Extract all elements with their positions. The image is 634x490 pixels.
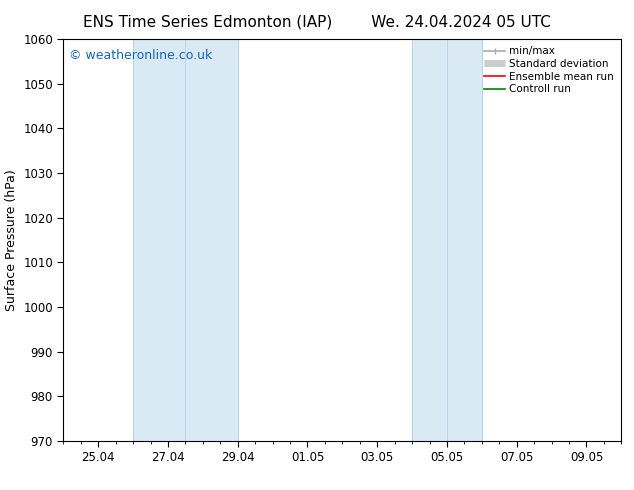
Text: © weatheronline.co.uk: © weatheronline.co.uk bbox=[69, 49, 212, 62]
Text: ENS Time Series Edmonton (IAP)        We. 24.04.2024 05 UTC: ENS Time Series Edmonton (IAP) We. 24.04… bbox=[83, 15, 551, 30]
Bar bbox=[133, 39, 238, 441]
Bar bbox=[412, 39, 482, 441]
Legend: min/max, Standard deviation, Ensemble mean run, Controll run: min/max, Standard deviation, Ensemble me… bbox=[482, 45, 616, 97]
Y-axis label: Surface Pressure (hPa): Surface Pressure (hPa) bbox=[4, 169, 18, 311]
